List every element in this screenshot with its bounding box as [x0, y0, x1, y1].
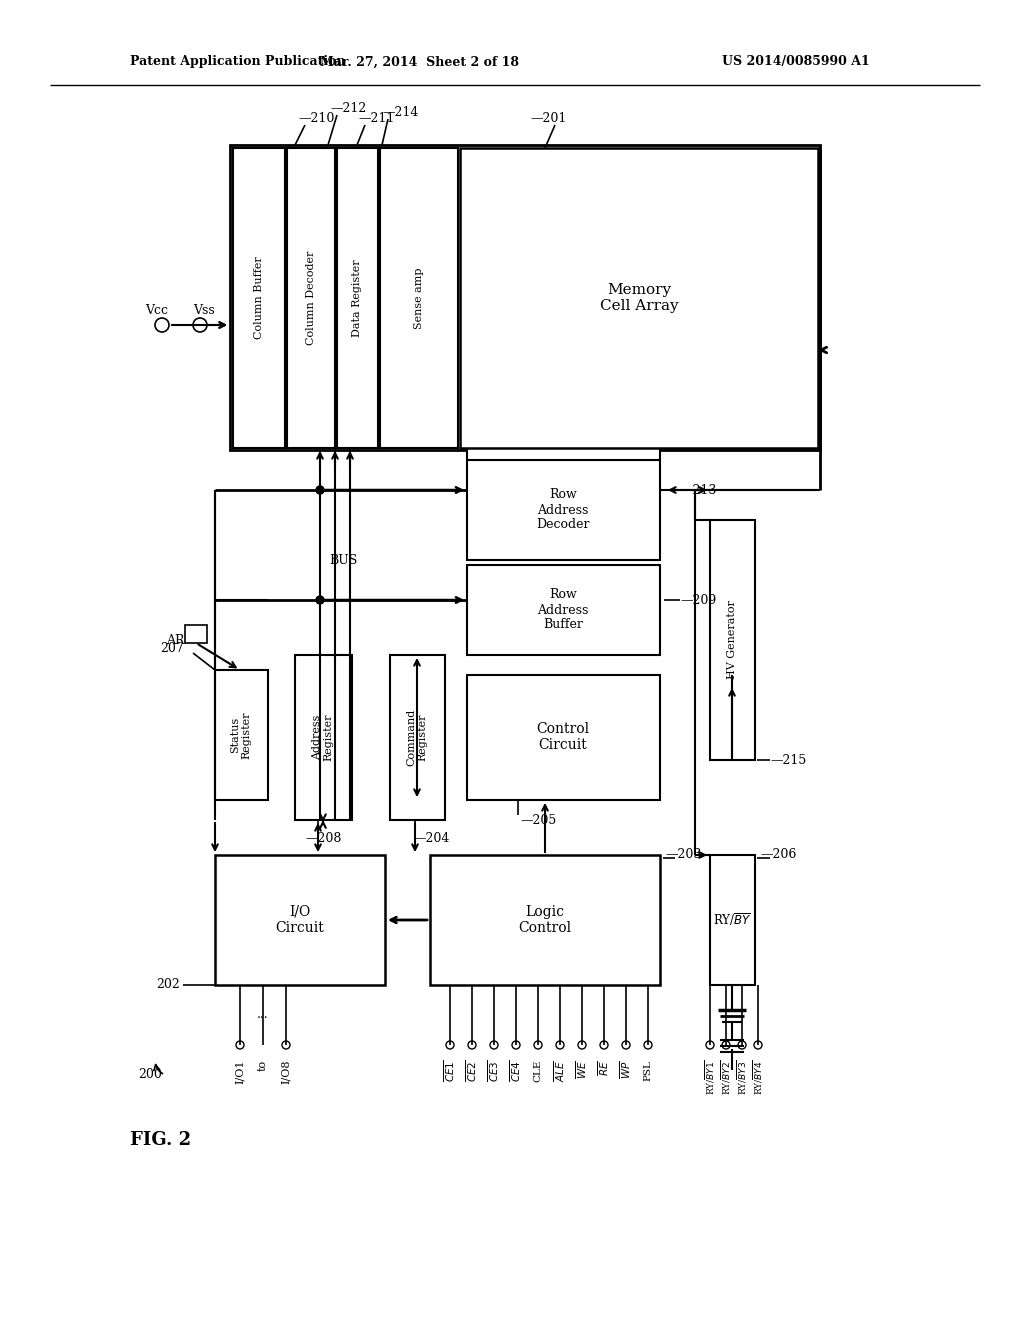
Text: Patent Application Publication: Patent Application Publication	[130, 55, 345, 69]
Text: $\overline{WP}$: $\overline{WP}$	[618, 1060, 634, 1078]
Text: $\overline{RE}$: $\overline{RE}$	[597, 1060, 611, 1076]
Text: Memory
Cell Array: Memory Cell Array	[600, 282, 678, 313]
Text: ...: ...	[257, 1008, 269, 1022]
Text: Vcc: Vcc	[145, 304, 168, 317]
Text: PSL: PSL	[643, 1060, 652, 1081]
Bar	[467, 675, 660, 800]
Text: I/O
Circuit: I/O Circuit	[275, 906, 325, 935]
Bar	[295, 655, 352, 820]
Text: —201: —201	[530, 111, 566, 124]
Text: —206: —206	[760, 849, 797, 862]
Text: —210: —210	[298, 111, 335, 124]
Text: $\overline{CE1}$: $\overline{CE1}$	[442, 1060, 458, 1082]
Text: Mar. 27, 2014  Sheet 2 of 18: Mar. 27, 2014 Sheet 2 of 18	[321, 55, 519, 69]
Text: RY/$\overline{BY2}$: RY/$\overline{BY2}$	[720, 1060, 732, 1096]
Text: —215: —215	[770, 754, 806, 767]
Text: —209: —209	[680, 594, 716, 606]
Text: 200: 200	[138, 1068, 162, 1081]
Text: 202: 202	[157, 978, 180, 991]
Text: Row
Address
Decoder: Row Address Decoder	[537, 488, 590, 532]
Text: BUS: BUS	[329, 553, 357, 566]
Bar	[467, 565, 660, 655]
Text: I/O1: I/O1	[234, 1060, 245, 1085]
Text: Logic
Control: Logic Control	[518, 906, 571, 935]
Bar	[215, 855, 385, 985]
Text: —203: —203	[665, 849, 701, 862]
Text: Control
Circuit: Control Circuit	[537, 722, 590, 752]
Bar	[233, 148, 285, 447]
Text: RY/$\overline{BY4}$: RY/$\overline{BY4}$	[752, 1060, 765, 1096]
Text: Status
Register: Status Register	[230, 711, 252, 759]
Text: $\overline{CE4}$: $\overline{CE4}$	[509, 1060, 523, 1082]
Text: —204: —204	[413, 832, 450, 845]
Bar	[215, 671, 268, 800]
Text: —211: —211	[358, 111, 394, 124]
Bar	[287, 148, 335, 447]
Bar	[390, 655, 445, 820]
Bar	[185, 624, 207, 643]
Bar	[230, 145, 820, 450]
Bar	[710, 520, 755, 760]
Text: $\overline{CE3}$: $\overline{CE3}$	[486, 1060, 502, 1082]
Text: to: to	[258, 1060, 268, 1071]
Bar	[380, 148, 458, 447]
Text: 207: 207	[160, 642, 183, 655]
Text: US 2014/0085990 A1: US 2014/0085990 A1	[722, 55, 870, 69]
Bar	[467, 459, 660, 560]
Circle shape	[316, 597, 324, 605]
Text: —205: —205	[520, 813, 556, 826]
Text: Address
Register: Address Register	[312, 713, 334, 760]
Text: $\overline{CE2}$: $\overline{CE2}$	[465, 1060, 479, 1082]
Text: I/O8: I/O8	[281, 1060, 291, 1085]
Text: Sense amp: Sense amp	[414, 267, 424, 329]
Text: —214: —214	[382, 106, 419, 119]
Text: —208: —208	[305, 832, 341, 845]
Bar	[460, 148, 818, 447]
Text: Command
Register: Command Register	[407, 709, 428, 766]
Text: FIG. 2: FIG. 2	[130, 1131, 191, 1148]
Circle shape	[316, 486, 324, 494]
Text: Column Buffer: Column Buffer	[254, 256, 264, 339]
Text: —212: —212	[330, 102, 367, 115]
Bar	[430, 855, 660, 985]
Bar	[467, 447, 660, 459]
Text: AR: AR	[166, 634, 184, 647]
Text: $\overline{WE}$: $\overline{WE}$	[574, 1060, 590, 1078]
Text: Column Decoder: Column Decoder	[306, 251, 316, 346]
Text: Vss: Vss	[193, 304, 215, 317]
Text: CLE: CLE	[534, 1060, 543, 1082]
Text: HV Generator: HV Generator	[727, 601, 737, 680]
Text: $\overline{ALE}$: $\overline{ALE}$	[553, 1060, 567, 1082]
Text: RY/$\overline{BY1}$: RY/$\overline{BY1}$	[703, 1060, 717, 1096]
Bar	[337, 148, 378, 447]
Text: RY/$\overline{BY}$: RY/$\overline{BY}$	[713, 912, 752, 928]
Text: Data Register: Data Register	[352, 259, 362, 337]
Text: Row
Address
Buffer: Row Address Buffer	[538, 589, 589, 631]
Text: —213: —213	[680, 483, 717, 496]
Text: RY/$\overline{BY3}$: RY/$\overline{BY3}$	[735, 1060, 749, 1096]
Bar	[710, 855, 755, 985]
